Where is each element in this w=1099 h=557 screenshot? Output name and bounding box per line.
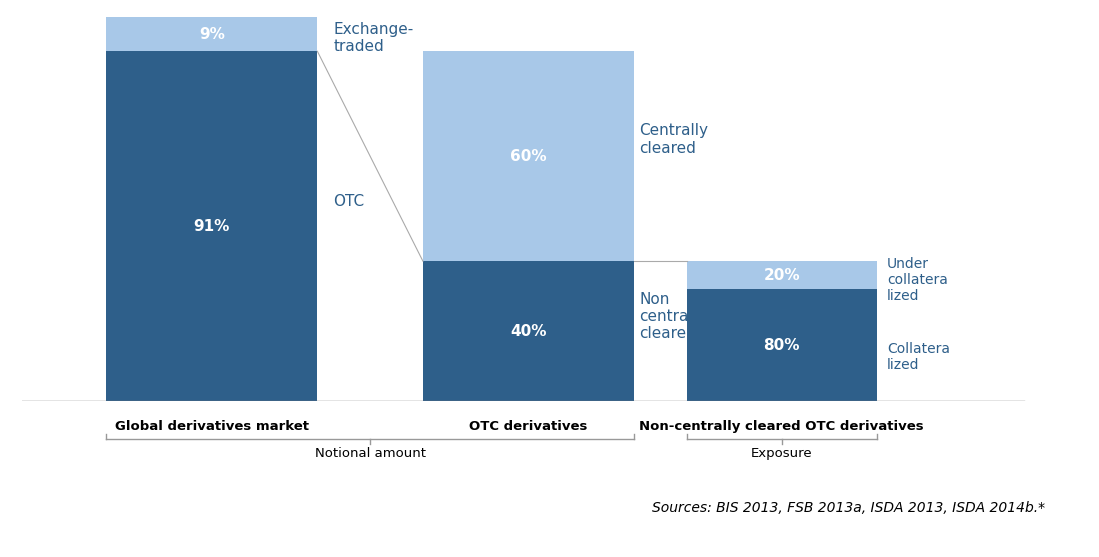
Bar — [107, 17, 318, 51]
Text: Under
collatera
lized: Under collatera lized — [887, 257, 948, 303]
Text: 80%: 80% — [764, 338, 800, 353]
Text: 60%: 60% — [510, 149, 546, 164]
Text: Exposure: Exposure — [751, 447, 812, 460]
Text: 20%: 20% — [764, 267, 800, 282]
Bar — [423, 51, 634, 261]
Text: Global derivatives market: Global derivatives market — [115, 420, 309, 433]
Text: Centrally
cleared: Centrally cleared — [640, 124, 708, 156]
Bar — [687, 289, 877, 401]
Text: Non
centrally
cleared: Non centrally cleared — [640, 291, 706, 341]
Text: 9%: 9% — [199, 27, 225, 42]
Bar — [423, 261, 634, 401]
Text: 40%: 40% — [510, 324, 546, 339]
Text: Non-centrally cleared OTC derivatives: Non-centrally cleared OTC derivatives — [640, 420, 924, 433]
Text: 91%: 91% — [193, 219, 230, 234]
Text: Exchange-
traded: Exchange- traded — [333, 22, 413, 54]
Text: Collatera
lized: Collatera lized — [887, 342, 951, 372]
Text: OTC derivatives: OTC derivatives — [469, 420, 588, 433]
Text: Sources: BIS 2013, FSB 2013a, ISDA 2013, ISDA 2014b.*: Sources: BIS 2013, FSB 2013a, ISDA 2013,… — [652, 501, 1045, 515]
Text: OTC: OTC — [333, 194, 365, 209]
Bar — [687, 261, 877, 289]
Text: Notional amount: Notional amount — [314, 447, 425, 460]
Bar — [107, 51, 318, 401]
